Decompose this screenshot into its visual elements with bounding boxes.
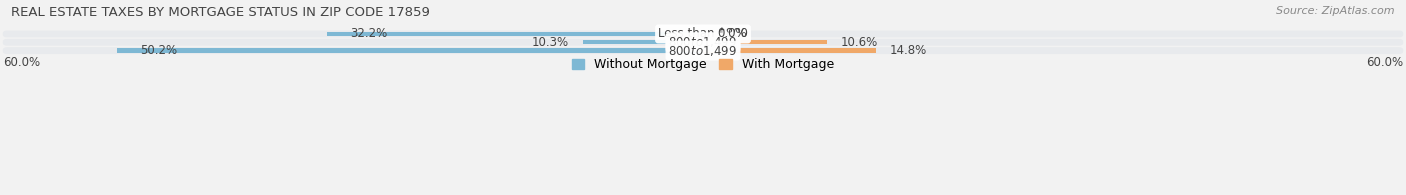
Bar xyxy=(328,32,703,36)
FancyBboxPatch shape xyxy=(3,39,1403,46)
Bar xyxy=(583,40,703,44)
Text: 14.8%: 14.8% xyxy=(890,44,927,57)
Bar xyxy=(703,48,876,53)
FancyBboxPatch shape xyxy=(3,31,1403,37)
Text: 10.6%: 10.6% xyxy=(841,36,877,49)
Text: 60.0%: 60.0% xyxy=(3,56,39,69)
Text: 10.3%: 10.3% xyxy=(531,36,569,49)
Text: $800 to $1,499: $800 to $1,499 xyxy=(668,44,738,58)
Text: 32.2%: 32.2% xyxy=(350,27,388,40)
Legend: Without Mortgage, With Mortgage: Without Mortgage, With Mortgage xyxy=(567,53,839,76)
Text: Source: ZipAtlas.com: Source: ZipAtlas.com xyxy=(1277,6,1395,16)
Text: 50.2%: 50.2% xyxy=(141,44,177,57)
Text: $800 to $1,499: $800 to $1,499 xyxy=(668,35,738,49)
Bar xyxy=(117,48,703,53)
FancyBboxPatch shape xyxy=(3,47,1403,54)
Text: Less than $800: Less than $800 xyxy=(658,27,748,40)
Text: 0.0%: 0.0% xyxy=(717,27,747,40)
Text: 60.0%: 60.0% xyxy=(1367,56,1403,69)
Bar xyxy=(703,40,827,44)
Text: REAL ESTATE TAXES BY MORTGAGE STATUS IN ZIP CODE 17859: REAL ESTATE TAXES BY MORTGAGE STATUS IN … xyxy=(11,6,430,19)
